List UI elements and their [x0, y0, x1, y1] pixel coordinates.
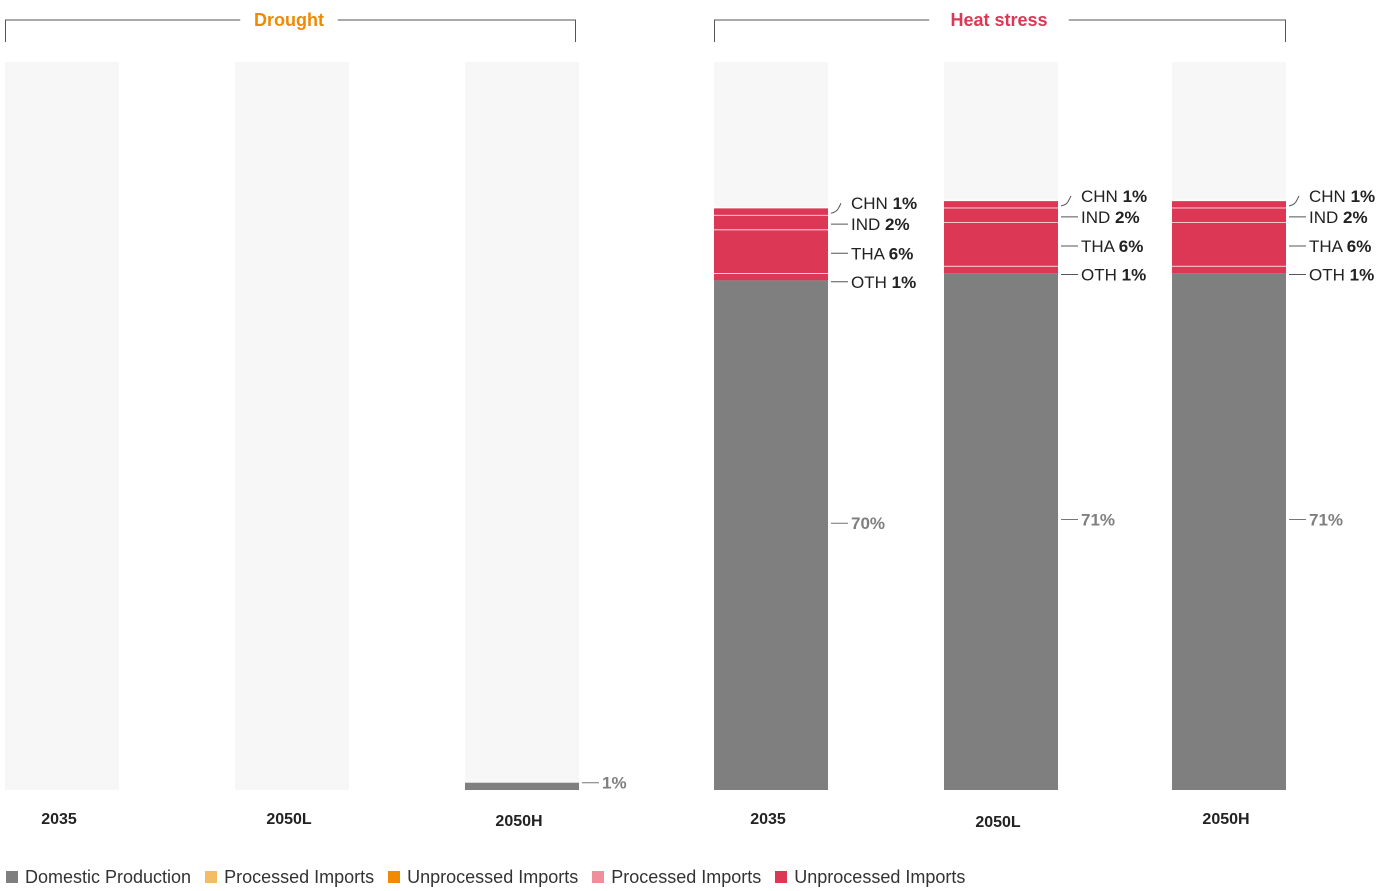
group-title: Drought: [254, 10, 324, 30]
category-label: 2050H: [495, 813, 542, 830]
import-percent: 1%: [893, 194, 918, 213]
import-code: OTH: [1081, 265, 1122, 284]
leader-line: [830, 203, 842, 214]
legend-label: Processed Imports: [611, 866, 762, 887]
leader-line: [1288, 195, 1300, 207]
legend-swatch: [205, 871, 218, 883]
bar-domestic: [714, 280, 828, 790]
bar-import-oth: [944, 265, 1058, 274]
import-label-oth: OTH 1%: [1309, 265, 1374, 284]
bar-import-chn: [944, 200, 1058, 208]
import-percent: 1%: [1122, 265, 1147, 284]
bar-background: [465, 62, 579, 790]
legend-swatch: [775, 871, 788, 883]
legend-item-processed-imports-drought: Processed Imports: [205, 867, 374, 888]
bar-domestic: [1172, 273, 1286, 790]
import-code: CHN: [1309, 187, 1351, 206]
legend-swatch: [388, 871, 401, 883]
import-percent: 2%: [1115, 208, 1140, 227]
domestic-percent-label: 70%: [851, 514, 885, 533]
import-label-ind: IND 2%: [1081, 208, 1140, 227]
legend-item-unprocessed-imports-heat: Unprocessed Imports: [775, 867, 965, 888]
import-percent: 2%: [1343, 208, 1368, 227]
import-percent: 1%: [1351, 187, 1376, 206]
import-label-tha: THA 6%: [1081, 237, 1143, 256]
import-code: CHN: [851, 194, 893, 213]
bar-import-chn: [714, 207, 828, 215]
import-label-tha: THA 6%: [851, 244, 913, 263]
group-title: Heat stress: [950, 10, 1047, 30]
import-label-tha: THA 6%: [1309, 237, 1371, 256]
import-code: THA: [851, 244, 889, 263]
legend-swatch: [592, 871, 605, 883]
category-label: 2050L: [975, 814, 1021, 831]
legend-label: Processed Imports: [224, 866, 375, 887]
category-label: 2035: [750, 811, 786, 828]
import-percent: 6%: [1119, 237, 1144, 256]
category-label: 2050H: [1202, 811, 1249, 828]
legend-label: Unprocessed Imports: [407, 866, 579, 887]
import-label-chn: CHN 1%: [1309, 187, 1375, 206]
bar-background: [5, 62, 119, 790]
bar-import-tha: [714, 229, 828, 274]
import-code: OTH: [851, 273, 892, 292]
import-percent: 1%: [892, 273, 917, 292]
bar-domestic: [944, 273, 1058, 790]
import-code: IND: [1081, 208, 1115, 227]
import-label-ind: IND 2%: [1309, 208, 1368, 227]
import-label-ind: IND 2%: [851, 215, 910, 234]
import-code: THA: [1309, 237, 1347, 256]
import-percent: 1%: [1123, 187, 1148, 206]
bar-import-ind: [1172, 207, 1286, 223]
import-percent: 6%: [1347, 237, 1372, 256]
bar-background: [235, 62, 349, 790]
legend-item-processed-imports-heat: Processed Imports: [592, 867, 761, 888]
import-percent: 6%: [889, 244, 914, 263]
legend-item-domestic-production: Domestic Production: [6, 867, 191, 888]
chart-legend: Domestic Production Processed Imports Un…: [6, 866, 979, 888]
import-code: CHN: [1081, 187, 1123, 206]
bar-import-ind: [944, 207, 1058, 223]
import-code: OTH: [1309, 265, 1350, 284]
bar-import-tha: [1172, 222, 1286, 266]
bar-import-oth: [1172, 265, 1286, 274]
import-code: IND: [851, 215, 885, 234]
import-label-oth: OTH 1%: [1081, 265, 1146, 284]
domestic-percent-label: 1%: [602, 774, 627, 793]
bar-domestic: [465, 782, 579, 790]
bar-import-tha: [944, 222, 1058, 266]
import-percent: 2%: [885, 215, 910, 234]
legend-label: Domestic Production: [25, 866, 192, 887]
domestic-percent-label: 71%: [1081, 511, 1115, 530]
bar-import-oth: [714, 273, 828, 281]
category-label: 2035: [41, 811, 77, 828]
bar-import-ind: [714, 214, 828, 230]
domestic-percent-label: 71%: [1309, 511, 1343, 530]
import-label-oth: OTH 1%: [851, 273, 916, 292]
legend-item-unprocessed-imports-drought: Unprocessed Imports: [388, 867, 578, 888]
legend-swatch: [6, 871, 18, 883]
import-label-chn: CHN 1%: [1081, 187, 1147, 206]
import-percent: 1%: [1350, 265, 1375, 284]
import-label-chn: CHN 1%: [851, 194, 917, 213]
legend-label: Unprocessed Imports: [794, 866, 966, 887]
stacked-bar-chart: Drought 2035 2050L 1% 2050H Heat stress 70% OTH…: [5, 10, 1375, 831]
leader-line: [1060, 195, 1072, 207]
category-label: 2050L: [266, 811, 312, 828]
import-code: IND: [1309, 208, 1343, 227]
import-code: THA: [1081, 237, 1119, 256]
bar-import-chn: [1172, 200, 1286, 208]
